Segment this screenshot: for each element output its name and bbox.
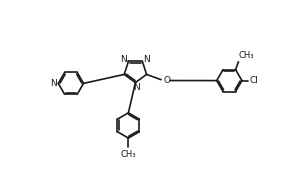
Text: N: N xyxy=(144,54,150,64)
Text: CH₃: CH₃ xyxy=(121,150,136,159)
Text: Cl: Cl xyxy=(250,76,259,85)
Text: O: O xyxy=(164,76,171,85)
Text: CH₃: CH₃ xyxy=(239,51,254,60)
Text: N: N xyxy=(121,54,127,64)
Text: N: N xyxy=(133,83,140,92)
Text: N: N xyxy=(50,79,57,88)
